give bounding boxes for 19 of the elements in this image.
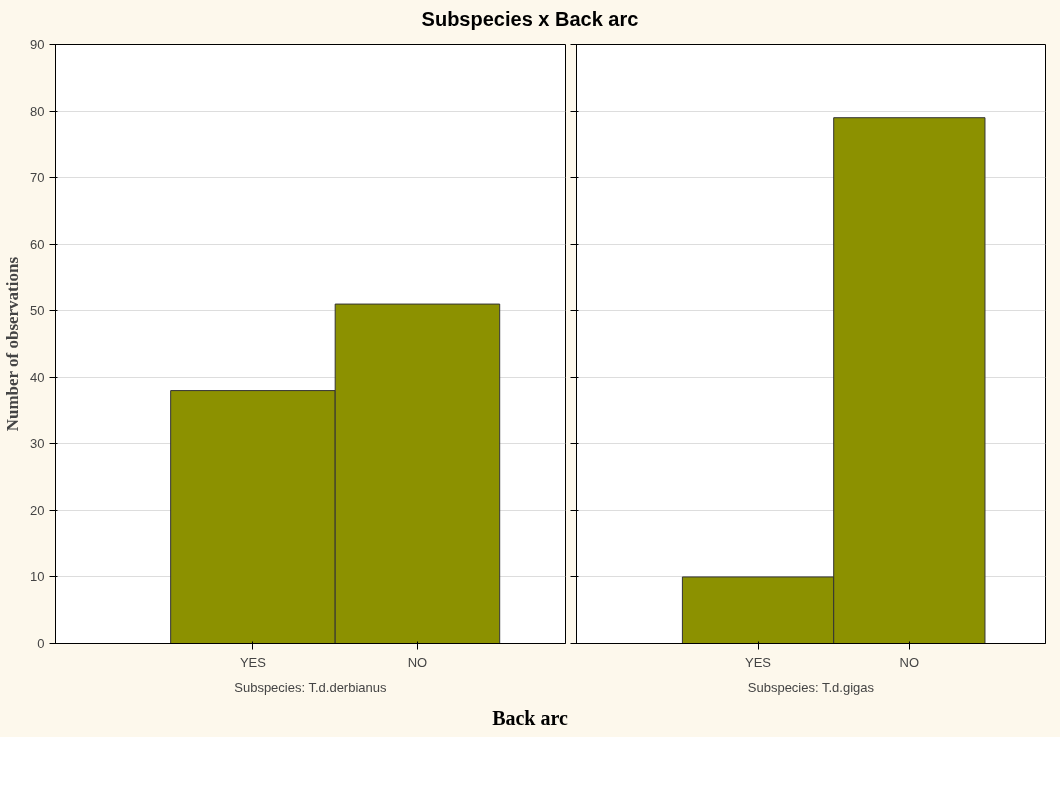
y-tick-label: 60 — [30, 236, 45, 252]
y-tick-label: 40 — [30, 369, 45, 385]
y-tick-label: 20 — [30, 502, 45, 518]
y-tick-label: 70 — [30, 169, 45, 185]
y-tick-label: 30 — [30, 435, 45, 451]
x-tick-label: NO — [899, 654, 920, 670]
y-tick-label: 10 — [30, 569, 45, 585]
text: Subspecies: T.d.gigas — [747, 679, 875, 695]
y-tick-label: 50 — [30, 302, 45, 318]
x-tick-label: NO — [407, 654, 428, 670]
text: Subspecies: T.d.derbianus — [234, 679, 388, 695]
y-tick-label: 80 — [30, 103, 45, 119]
y-axis-title: Number of observations — [3, 256, 23, 431]
chart-title: Subspecies x Back arc — [421, 7, 639, 32]
y-tick-label: 0 — [37, 635, 45, 651]
y-tick-label: 90 — [30, 36, 45, 52]
x-tick-label: YES — [745, 654, 772, 670]
x-tick-label: YES — [239, 654, 267, 670]
x-axis-title: Back arc — [492, 705, 568, 731]
